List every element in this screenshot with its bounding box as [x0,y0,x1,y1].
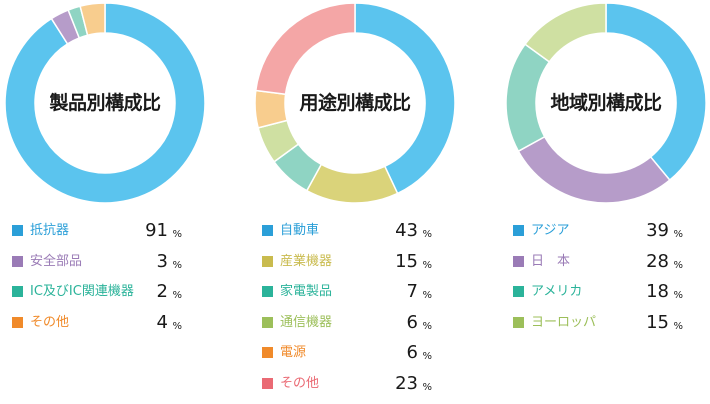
legend-label: 家電製品 [280,282,332,302]
chart-title: 地域別構成比 [501,88,710,115]
legend-item: 自動車 43% [262,221,432,252]
legend-item: その他 23% [262,374,432,404]
legend-label: 安全部品 [30,252,82,272]
legend-unit: % [422,378,432,398]
legend-item: IC及びIC関連機器 2% [12,282,182,313]
legend-label: 産業機器 [280,252,332,272]
legend-item: 安全部品 3% [12,252,182,283]
legend-value: 15 [395,249,418,275]
legend-swatch [262,256,273,267]
legend-region: アジア 39% 日 本 28% アメリカ 18% ヨーロッパ 15% [513,221,683,343]
legend-label: 通信機器 [280,313,332,333]
legend-label: 自動車 [280,221,319,241]
donut-slice [256,3,355,94]
legend-item: 家電製品 7% [262,282,432,313]
legend-label: 電源 [280,343,306,363]
legend-item: 産業機器 15% [262,252,432,283]
legend-item: 通信機器 6% [262,313,432,344]
legend-item: アメリカ 18% [513,282,683,313]
legend-unit: % [172,317,182,337]
legend-label: その他 [30,313,69,333]
legend-label: ヨーロッパ [531,313,596,333]
legend-unit: % [673,225,683,245]
legend-value: 7 [407,279,418,305]
legend-swatch [12,256,23,267]
legend-usage: 自動車 43% 産業機器 15% 家電製品 7% 通信機器 6% 電源 6% その他 23% [262,221,432,404]
legend-value: 4 [157,310,168,336]
legend-value: 18 [646,279,669,305]
legend-swatch [12,225,23,236]
legend-label: 抵抗器 [30,221,69,241]
legend-unit: % [673,256,683,276]
legend-value: 2 [157,279,168,305]
legend-swatch [513,286,524,297]
donut-slice [525,3,606,62]
legend-value: 91 [145,218,168,244]
chart-title: 製品別構成比 [0,88,210,115]
legend-unit: % [422,225,432,245]
legend-label: IC及びIC関連機器 [30,282,134,302]
legend-swatch [262,286,273,297]
legend-swatch [12,317,23,328]
donut-slice [307,164,398,203]
chart-product: 製品別構成比 抵抗器 91% 安全部品 3% IC及びIC関連機器 2% その他 4% [0,0,236,400]
legend-unit: % [422,317,432,337]
legend-item: 日 本 28% [513,252,683,283]
chart-usage: 用途別構成比 自動車 43% 産業機器 15% 家電製品 7% 通信機器 6% 電源 6% その他 2… [250,0,486,400]
legend-swatch [513,225,524,236]
legend-label: 日 本 [531,252,570,272]
legend-value: 39 [646,218,669,244]
legend-swatch [262,317,273,328]
legend-unit: % [422,286,432,306]
legend-item: アジア 39% [513,221,683,252]
legend-swatch [262,225,273,236]
chart-title: 用途別構成比 [250,88,460,115]
legend-value: 6 [407,310,418,336]
legend-value: 3 [157,249,168,275]
legend-swatch [513,317,524,328]
legend-swatch [12,286,23,297]
legend-unit: % [422,347,432,367]
legend-item: 抵抗器 91% [12,221,182,252]
legend-item: 電源 6% [262,343,432,374]
legend-unit: % [172,286,182,306]
legend-unit: % [673,286,683,306]
legend-unit: % [422,256,432,276]
chart-region: 地域別構成比 アジア 39% 日 本 28% アメリカ 18% ヨーロッパ 15% [501,0,710,400]
legend-unit: % [172,225,182,245]
legend-swatch [513,256,524,267]
legend-label: その他 [280,374,319,394]
legend-unit: % [172,256,182,276]
donut-slice [518,137,669,203]
legend-value: 28 [646,249,669,275]
legend-item: その他 4% [12,313,182,344]
legend-label: アメリカ [531,282,582,302]
legend-product: 抵抗器 91% 安全部品 3% IC及びIC関連機器 2% その他 4% [12,221,182,343]
legend-item: ヨーロッパ 15% [513,313,683,344]
legend-value: 6 [407,340,418,366]
legend-value: 43 [395,218,418,244]
legend-swatch [262,378,273,389]
legend-value: 15 [646,310,669,336]
legend-label: アジア [531,221,569,241]
legend-value: 23 [395,371,418,397]
legend-swatch [262,347,273,358]
legend-unit: % [673,317,683,337]
